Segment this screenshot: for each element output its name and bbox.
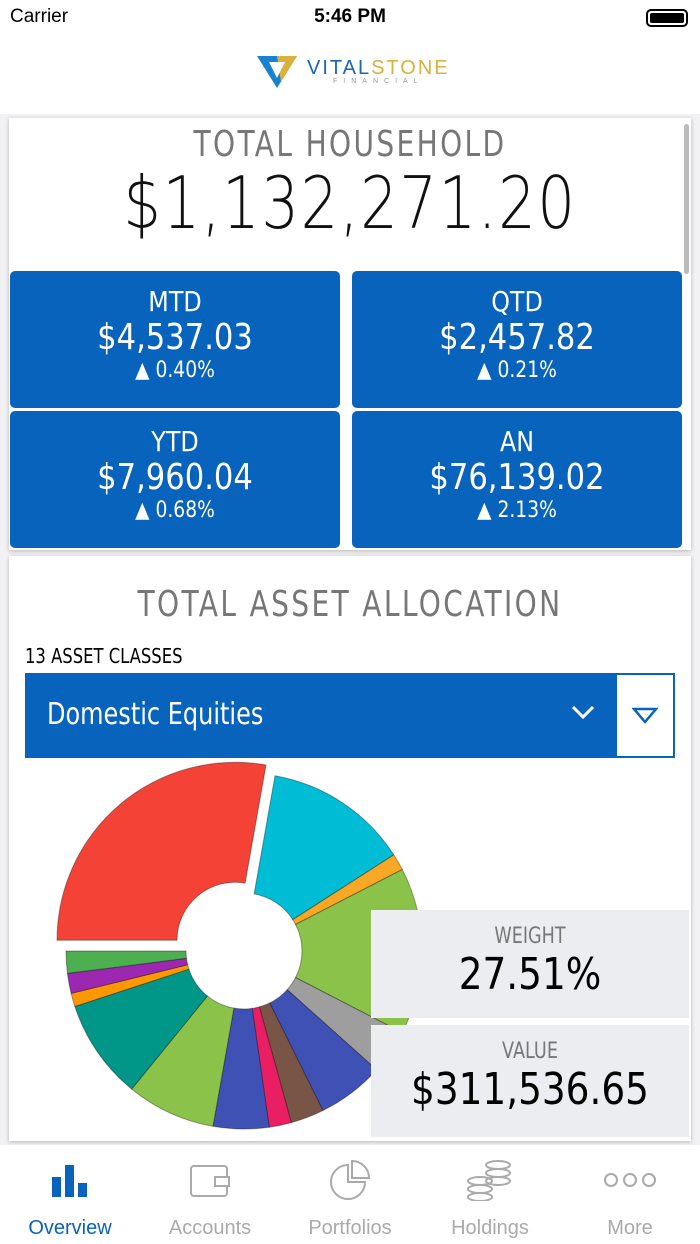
tab-bar: Overview Accounts Portfolios Holdings Mo… (0, 1145, 700, 1244)
selected-asset-class: Domestic Equities (47, 697, 264, 732)
tab-accounts[interactable]: Accounts (140, 1145, 280, 1244)
logo: VITALSTONE FINANCIAL (255, 52, 450, 90)
donut-slice[interactable] (292, 854, 403, 926)
donut-slice[interactable] (130, 995, 235, 1127)
header: VITALSTONE FINANCIAL (0, 34, 700, 114)
donut-slice[interactable] (253, 775, 395, 921)
household-total: $1,132,271.20 (123, 161, 577, 245)
tab-portfolios[interactable]: Portfolios (280, 1145, 420, 1244)
tile-ytd[interactable]: YTD $7,960.04 ▲ 0.68% (10, 411, 340, 548)
bar-chart-icon (52, 1165, 87, 1197)
triangle-down-icon (632, 707, 658, 724)
weight-tooltip: WEIGHT 27.51% (371, 910, 689, 1018)
asset-class-count: 13 ASSET CLASSES (25, 644, 183, 668)
donut-slice[interactable] (65, 950, 188, 974)
tile-mtd[interactable]: MTD $4,537.03 ▲ 0.40% (10, 271, 340, 408)
asset-class-select[interactable]: Domestic Equities (25, 673, 675, 758)
donut-slice[interactable] (251, 1006, 292, 1128)
carrier: Carrier (10, 6, 69, 27)
allocation-card: TOTAL ASSET ALLOCATION 13 ASSET CLASSES … (9, 556, 691, 1141)
brand-tagline: FINANCIAL (333, 77, 424, 85)
donut-slice[interactable] (269, 988, 378, 1112)
tab-holdings[interactable]: Holdings (420, 1145, 560, 1244)
battery-icon (646, 9, 688, 27)
pie-chart-icon (330, 1159, 371, 1200)
value-tooltip: VALUE $311,536.65 (371, 1025, 689, 1137)
donut-slice[interactable] (66, 957, 189, 995)
donut-slice[interactable] (70, 964, 190, 1008)
tab-more[interactable]: More (560, 1145, 700, 1244)
scrollbar[interactable] (684, 124, 689, 274)
dropdown-button[interactable] (615, 673, 675, 758)
household-card: TOTAL HOUSEHOLD $1,132,271.20 MTD $4,537.… (9, 118, 691, 550)
allocation-title: TOTAL ASSET ALLOCATION (137, 584, 563, 625)
wallet-icon (190, 1165, 230, 1197)
brand-name: VITAL (307, 56, 372, 79)
coins-icon (467, 1160, 511, 1201)
household-title: TOTAL HOUSEHOLD (193, 124, 507, 165)
brand-name-2: STONE (371, 56, 450, 79)
chevron-down-icon (570, 695, 596, 727)
more-dots-icon (604, 1173, 656, 1187)
clock: 5:46 PM (314, 6, 386, 27)
tile-an[interactable]: AN $76,139.02 ▲ 2.13% (352, 411, 682, 548)
tile-qtd[interactable]: QTD $2,457.82 ▲ 0.21% (352, 271, 682, 408)
tab-overview[interactable]: Overview (0, 1145, 140, 1244)
donut-slice[interactable] (74, 968, 209, 1090)
donut-slice[interactable] (56, 761, 267, 941)
logo-mark-icon (257, 56, 297, 88)
status-bar: Carrier 5:46 PM (0, 0, 700, 34)
